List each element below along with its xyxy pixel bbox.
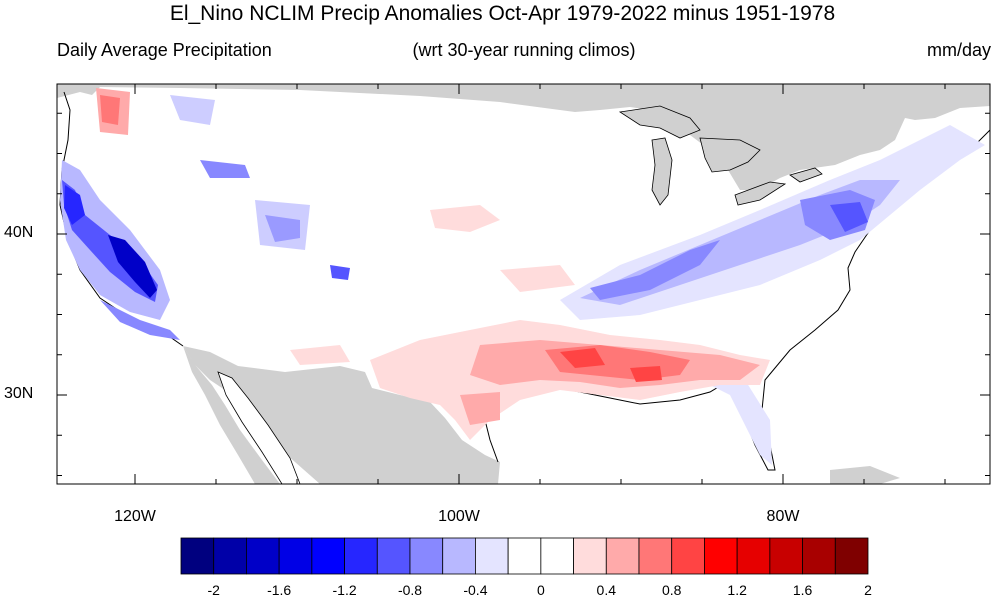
colorbar-swatch	[573, 537, 607, 575]
lat-label: 40N	[4, 224, 34, 241]
colorbar-swatch	[605, 537, 640, 575]
lake-michigan	[651, 137, 673, 206]
anomaly-field	[60, 88, 985, 465]
colorbar-swatch	[180, 537, 215, 575]
colorbar-swatch	[802, 537, 836, 575]
lon-label: 120W	[114, 508, 156, 525]
colorbar-swatch	[834, 537, 869, 575]
mexico-region	[183, 346, 500, 484]
colorbar-swatch	[540, 537, 574, 575]
colorbar-tick-label: 1.2	[727, 582, 747, 598]
lon-label: 80W	[766, 508, 800, 525]
lat-label: 30N	[4, 385, 34, 402]
colorbar-swatch	[311, 537, 345, 575]
colorbar-swatch	[442, 537, 476, 575]
canada-region	[57, 84, 990, 190]
colorbar-tick-label: 0.8	[661, 582, 682, 598]
colorbar-swatch	[246, 537, 280, 575]
lake-erie	[734, 181, 787, 206]
colorbar-swatch	[213, 537, 247, 575]
lake-ontario	[789, 167, 823, 183]
map-frame	[56, 83, 991, 485]
colorbar-swatch	[671, 537, 705, 575]
colorbar-tick-label: -0.4	[463, 582, 488, 598]
baja-california	[183, 346, 280, 484]
colorbar-swatch	[475, 537, 509, 575]
colorbar-swatch	[409, 537, 444, 575]
climo-subtitle: (wrt 30-year running climos)	[412, 40, 636, 60]
units-subtitle: mm/day	[926, 40, 991, 60]
colorbar-tick-label: -0.8	[397, 582, 423, 598]
colorbar-swatch	[769, 537, 803, 575]
colorbar-swatch	[507, 537, 542, 575]
cuba-region	[830, 466, 900, 484]
colorbar-swatch	[736, 537, 771, 575]
colorbar-tick-label: 0	[536, 582, 545, 598]
colorbar-swatch	[704, 537, 738, 575]
colorbar-swatch	[278, 537, 313, 575]
colorbar-tick-label: 1.6	[792, 582, 813, 598]
colorbar-tick-label: -1.6	[267, 582, 292, 598]
colorbar-tick-label: 2	[864, 582, 872, 598]
map-title: El_Nino NCLIM Precip Anomalies Oct-Apr 1…	[169, 2, 836, 25]
colorbar-swatch	[638, 537, 673, 575]
colorbar-tick-label: 0.4	[596, 582, 617, 598]
variable-subtitle: Daily Average Precipitation	[57, 40, 272, 60]
great-lakes	[618, 105, 701, 139]
axis-ticks	[57, 84, 990, 484]
colorbar-swatch	[344, 537, 378, 575]
lake-huron	[699, 137, 761, 173]
lon-label: 100W	[438, 508, 480, 525]
colorbar-swatch	[376, 537, 411, 575]
colorbar-tick-label: -2	[207, 582, 220, 598]
colorbar-tick-label: -1.2	[332, 582, 357, 598]
